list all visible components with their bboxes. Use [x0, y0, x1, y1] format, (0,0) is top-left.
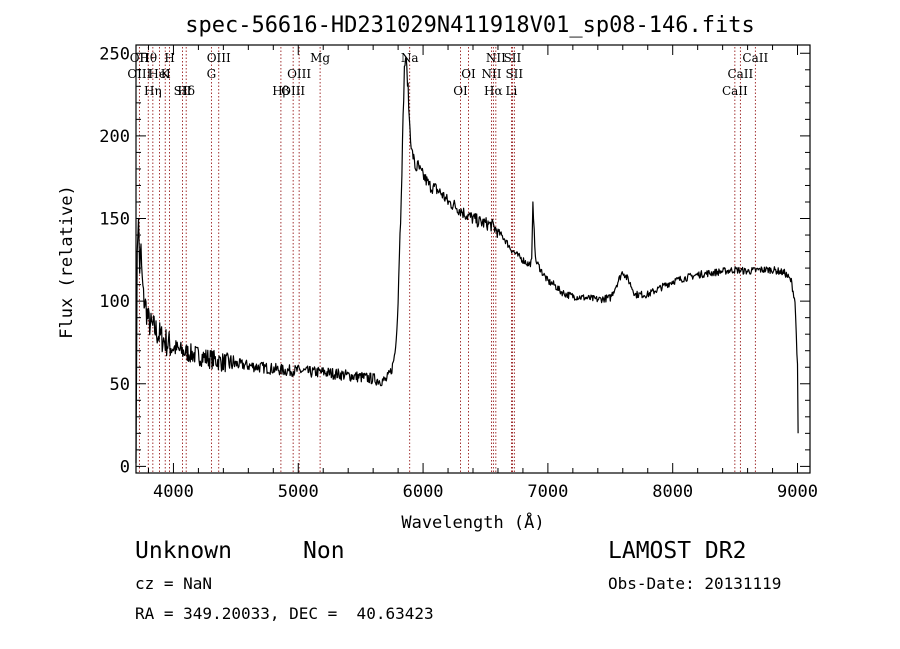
line-id-label: CaII	[722, 84, 748, 98]
y-tick-label: 150	[99, 210, 130, 230]
line-id-label: Li	[506, 84, 518, 98]
coordinates: RA = 349.20033, DEC = 40.63423	[135, 604, 434, 623]
x-axis-label: Wavelength (Å)	[401, 511, 544, 533]
line-id-label: SII	[505, 67, 523, 81]
line-id-labels: HθKHδOIIHeISIIOIIIOIIIHηHGHβMgOIIIOIIINa…	[127, 51, 768, 98]
line-id-label: Hβ	[272, 84, 289, 98]
x-tick-label: 6000	[403, 482, 444, 502]
line-id-label: HeI	[148, 67, 171, 81]
line-id-label: OIII	[281, 84, 305, 98]
y-axis-label: Flux (relative)	[57, 185, 77, 339]
line-id-label: NII	[481, 67, 501, 81]
line-id-label: SII	[504, 51, 522, 65]
axis-ticks: 4000 5000 6000 7000 8000 9000 0 50 100 150 200 250	[99, 44, 818, 502]
y-tick-label: 200	[99, 127, 130, 147]
line-id-label: Hδ	[177, 84, 195, 98]
redshift-cz: cz = NaN	[135, 574, 213, 593]
survey-name: LAMOST DR2	[608, 538, 747, 564]
x-tick-label: 7000	[527, 482, 568, 502]
y-tick-label: 0	[120, 457, 130, 477]
line-id-label: OI	[461, 67, 476, 81]
line-id-markers	[138, 47, 756, 473]
line-id-label: Hα	[484, 84, 503, 98]
line-id-label: OIII	[287, 67, 311, 81]
line-id-label: SII	[174, 84, 192, 98]
x-tick-label: 4000	[153, 482, 194, 502]
line-id-label: G	[207, 67, 217, 81]
line-id-label: OII	[130, 51, 150, 65]
line-id-label: Hη	[144, 84, 162, 98]
line-id-label: OIII	[127, 67, 151, 81]
x-tick-label: 5000	[278, 482, 319, 502]
x-tick-label: 9000	[777, 482, 818, 502]
line-id-label: Hθ	[139, 51, 157, 65]
x-tick-label: 8000	[652, 482, 693, 502]
spectrum-line	[135, 57, 799, 464]
chart-title: spec-56616-HD231029N411918V01_sp08-146.f…	[185, 13, 755, 38]
object-class: Non	[303, 538, 345, 564]
line-id-label: Na	[401, 51, 419, 65]
line-id-label: OI	[453, 84, 468, 98]
observation-date: Obs-Date: 20131119	[608, 574, 782, 593]
line-id-label: CaII	[727, 67, 753, 81]
line-id-label: H	[164, 51, 174, 65]
line-id-label: Mg	[310, 51, 330, 65]
y-tick-label: 100	[99, 292, 130, 312]
line-id-label: NII	[486, 51, 506, 65]
object-name: Unknown	[135, 538, 232, 564]
y-tick-label: 50	[110, 375, 130, 395]
y-tick-label: 250	[99, 44, 130, 64]
plot-frame	[135, 44, 811, 474]
line-id-label: K	[161, 67, 171, 81]
line-id-label: OIII	[207, 51, 231, 65]
line-id-label: CaII	[742, 51, 768, 65]
